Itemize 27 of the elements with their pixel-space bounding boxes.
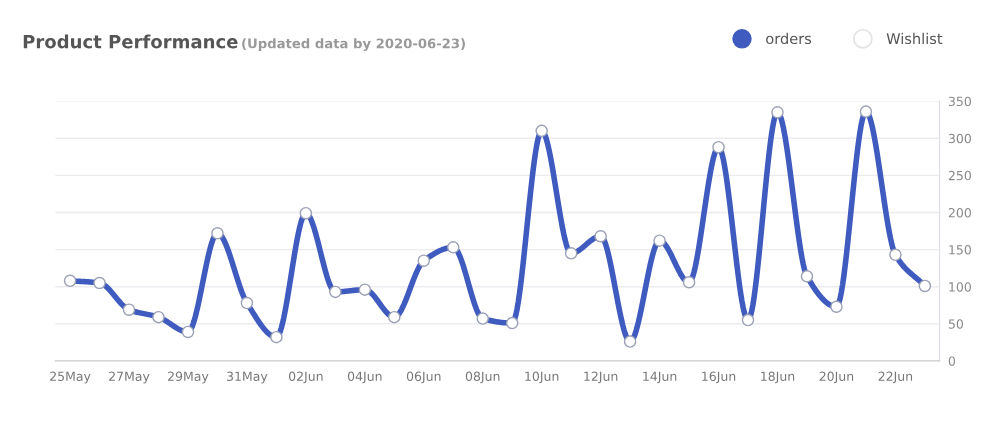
x-tick-label: 12Jun	[584, 371, 618, 384]
y-tick-label: 100	[949, 282, 971, 292]
y-tick-label: 250	[948, 170, 971, 181]
x-tick-label: 29May	[168, 371, 209, 384]
x-tick-label: 31May	[227, 371, 268, 384]
x-tick-label: 25May	[50, 371, 91, 384]
x-tick-label: 04Jun	[347, 371, 382, 384]
y-tick-label: 300	[948, 133, 971, 144]
y-tick-label: 200	[948, 207, 971, 218]
legend-label: Wishlist	[886, 32, 943, 45]
x-tick-label: 18Jun	[761, 371, 795, 384]
chart-title: Product Performance	[23, 34, 238, 49]
x-tick-label: 08Jun	[465, 371, 500, 384]
x-tick-label: 14Jun	[643, 371, 677, 384]
chart-subtitle: (Updated data by 2020-06-23)	[242, 38, 465, 52]
x-tick-label: 27May	[109, 371, 150, 384]
y-tick-label: 150	[949, 245, 971, 255]
x-tick-label: 20Jun	[819, 371, 854, 384]
y-tick-label: 50	[948, 319, 964, 329]
y-tick-label: 350	[948, 96, 971, 107]
x-tick-label: 02Jun	[288, 371, 323, 384]
x-tick-label: 22Jun	[878, 371, 913, 384]
x-tick-label: 06Jun	[406, 371, 441, 384]
y-tick-label: 0	[948, 356, 956, 366]
legend-label: orders	[766, 32, 812, 45]
x-tick-label: 10Jun	[525, 371, 559, 384]
x-tick-label: 16Jun	[702, 371, 736, 384]
